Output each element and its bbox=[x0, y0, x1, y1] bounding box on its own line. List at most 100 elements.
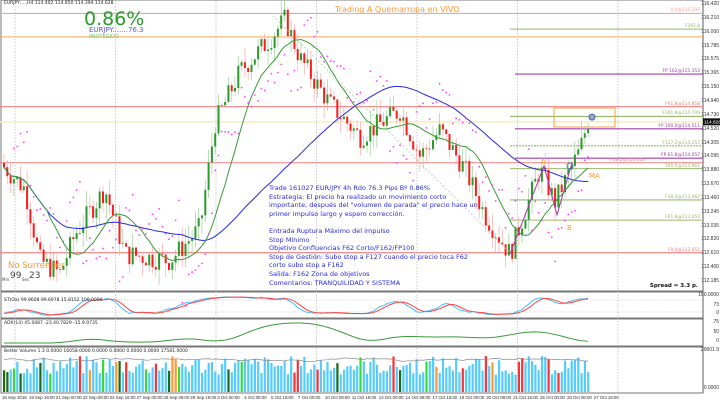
volume-bar bbox=[362, 361, 365, 392]
parabolic-sar-dot bbox=[148, 223, 151, 225]
parabolic-sar-dot bbox=[42, 214, 45, 216]
parabolic-sar-dot bbox=[260, 87, 263, 90]
volume-bar bbox=[32, 358, 35, 392]
candle-body bbox=[214, 133, 217, 147]
candle-body bbox=[471, 177, 474, 186]
candle-body bbox=[491, 230, 494, 238]
candle-body bbox=[587, 128, 590, 134]
candle-body bbox=[191, 238, 194, 242]
volume-bar bbox=[560, 371, 563, 392]
volume-bar bbox=[105, 372, 108, 392]
volume-bar bbox=[276, 365, 280, 392]
volume-bar bbox=[121, 372, 124, 392]
candle-body bbox=[168, 263, 170, 270]
volume-bar bbox=[570, 360, 573, 392]
parabolic-sar-dot bbox=[527, 148, 530, 151]
candle-body bbox=[455, 145, 458, 156]
candle-body bbox=[445, 129, 448, 134]
volume-bar bbox=[65, 363, 68, 392]
volume-bar bbox=[102, 359, 105, 392]
entry-marker bbox=[566, 162, 574, 170]
volume-bar bbox=[293, 372, 296, 392]
volume-bar bbox=[98, 373, 101, 392]
volume-bar bbox=[138, 364, 141, 392]
candle-body bbox=[154, 266, 157, 270]
volume-bar bbox=[306, 373, 309, 392]
date-axis-label: 3 Oct 00:00 bbox=[217, 395, 240, 400]
parabolic-sar-dot bbox=[227, 130, 230, 133]
date-axis-label: 21 Oct 16:00 bbox=[513, 395, 538, 400]
volume-bar bbox=[428, 360, 431, 392]
note-line: Entrada Ruptura Máximo del impulso bbox=[269, 226, 390, 235]
parabolic-sar-dot bbox=[458, 118, 461, 121]
candle-body bbox=[339, 117, 342, 120]
parabolic-sar-dot bbox=[554, 260, 556, 263]
candle-body bbox=[128, 246, 131, 265]
candle-body bbox=[359, 129, 362, 148]
fib-level-label: F38.2@113.462 bbox=[665, 194, 700, 200]
candle-body bbox=[392, 106, 395, 111]
candle-body bbox=[197, 218, 200, 227]
candle-body bbox=[108, 194, 111, 205]
candle-body bbox=[42, 249, 45, 262]
price-axis-label: 112.400 bbox=[701, 264, 719, 271]
volume-bar bbox=[468, 365, 471, 392]
candle-body bbox=[257, 46, 260, 60]
parabolic-sar-dot bbox=[293, 69, 296, 72]
volume-bar bbox=[349, 365, 352, 392]
parabolic-sar-dot bbox=[491, 184, 494, 187]
volume-bar bbox=[217, 374, 220, 392]
parabolic-sar-dot bbox=[517, 187, 520, 190]
adx-axis-bot: 0 bbox=[716, 338, 719, 344]
parabolic-sar-dot bbox=[62, 240, 65, 243]
volume-bar bbox=[253, 358, 256, 392]
candle-body bbox=[210, 146, 213, 163]
parabolic-sar-dot bbox=[451, 122, 454, 125]
parabolic-sar-dot bbox=[425, 126, 428, 129]
candle-body bbox=[408, 135, 411, 142]
candle-body bbox=[135, 247, 137, 256]
volume-bar bbox=[82, 373, 85, 392]
candle-body bbox=[164, 254, 167, 264]
candle-body bbox=[98, 191, 101, 209]
parabolic-sar-dot bbox=[52, 212, 55, 215]
parabolic-sar-dot bbox=[283, 53, 286, 56]
parabolic-sar-dot bbox=[16, 145, 19, 148]
parabolic-sar-dot bbox=[32, 196, 35, 198]
date-axis-label: 23 Sep 16:00 bbox=[109, 395, 136, 400]
parabolic-sar-dot bbox=[79, 180, 81, 183]
candle-body bbox=[286, 9, 289, 37]
date-axis-label: 19 Sep 16:00 bbox=[28, 395, 55, 400]
volume-bar bbox=[577, 357, 580, 392]
candle-body bbox=[554, 188, 557, 208]
volume-bar bbox=[207, 362, 210, 392]
candle-body bbox=[514, 227, 517, 259]
parabolic-sar-dot bbox=[13, 147, 15, 150]
parabolic-sar-dot bbox=[376, 80, 378, 82]
candle-body bbox=[300, 53, 302, 61]
volume-bar bbox=[171, 356, 174, 392]
candle-body bbox=[49, 258, 52, 277]
parabolic-sar-dot bbox=[102, 247, 104, 250]
candle-body bbox=[177, 241, 180, 256]
candle-body bbox=[45, 258, 48, 262]
volume-axis-top: 29601.9 bbox=[700, 347, 719, 353]
candle-body bbox=[227, 85, 230, 102]
parabolic-sar-dot bbox=[501, 189, 504, 191]
parabolic-sar-dot bbox=[428, 118, 431, 121]
stoch-axis-bot: 0 bbox=[716, 310, 719, 316]
stoch-header: ST(Oa) 99.9608 99.6978 15.8152 100.0000 bbox=[4, 298, 103, 303]
volume-bar bbox=[494, 374, 497, 392]
volume-bar bbox=[438, 372, 441, 392]
fib-level-label: F61.8@113.053 bbox=[665, 215, 700, 221]
volume-bar bbox=[432, 356, 435, 392]
volume-bar bbox=[448, 366, 451, 392]
date-axis-label: 21 Sep 00:00 bbox=[55, 395, 82, 400]
volume-bar bbox=[385, 371, 388, 392]
parabolic-sar-dot bbox=[415, 110, 418, 113]
parabolic-sar-dot bbox=[362, 102, 365, 104]
adx-axis-mid: 50 bbox=[713, 329, 719, 335]
candle-body bbox=[171, 262, 174, 270]
